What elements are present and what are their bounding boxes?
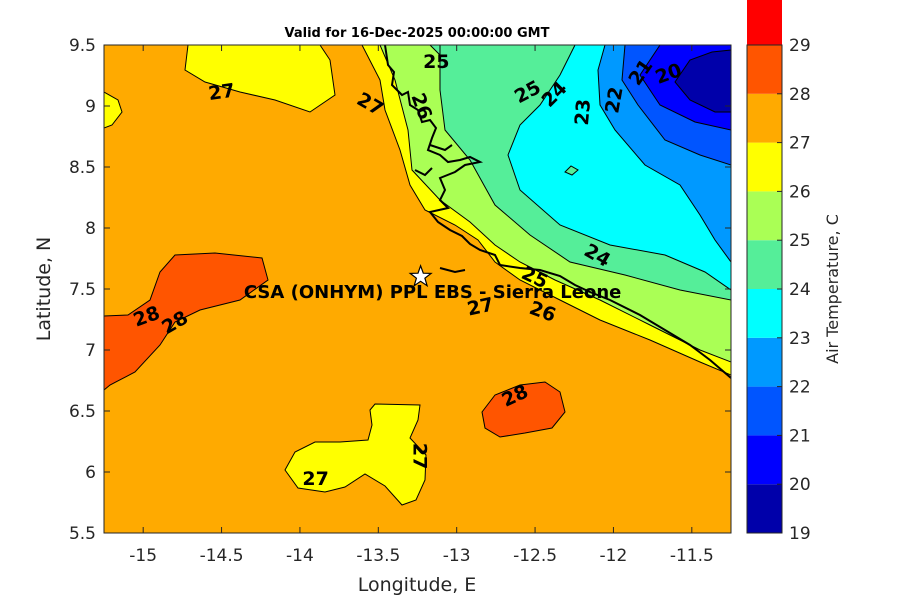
- x-tick-label: -11.5: [670, 546, 714, 566]
- region-19-20: [674, 49, 731, 113]
- x-tick-label: -14.5: [200, 546, 244, 566]
- x-axis: -15 -14.5 -14 -13.5 -13 -12.5 -12 -11.5: [129, 45, 714, 566]
- colorbar-swatch: [747, 337, 782, 387]
- y-tick-label: 7: [85, 341, 96, 361]
- colorbar-tick-label: 20: [789, 475, 811, 495]
- y-tick-label: 7.5: [69, 280, 96, 300]
- colorbar-tick-label: 28: [789, 85, 811, 105]
- contour-label: 27: [207, 80, 236, 105]
- colorbar-tick-label: 27: [789, 134, 811, 154]
- colorbar-tick-label: 21: [789, 426, 811, 446]
- y-axis: 5.5 6 6.5 7 7.5 8 8.5 9 9.5: [69, 36, 731, 544]
- y-tick-label: 6.5: [69, 402, 96, 422]
- colorbar-swatch: [747, 191, 782, 241]
- colorbar-tick-label: 22: [789, 378, 811, 398]
- site-label: CSA (ONHYM) PPL EBS - Sierra Leone: [244, 282, 621, 303]
- colorbar: 19 20 21 22 23 24 25 26 27 28 29: [746, 0, 811, 544]
- region-28-south: [481, 381, 566, 438]
- x-axis-label: Longitude, E: [358, 574, 477, 596]
- region-23-24-island: [564, 165, 579, 176]
- y-axis-label: Latitude, N: [33, 237, 55, 342]
- chart-title: Valid for 16-Dec-2025 00:00:00 GMT: [285, 26, 550, 41]
- x-tick-label: -12.5: [513, 546, 557, 566]
- colorbar-swatch: [747, 142, 782, 192]
- region-26-27-west: [104, 91, 123, 129]
- colorbar-tick-label: 23: [789, 329, 811, 349]
- contour-label: 22: [601, 85, 627, 115]
- coastline: [384, 45, 731, 379]
- y-tick-label: 6: [85, 463, 96, 483]
- site-star-marker: [408, 264, 433, 288]
- colorbar-swatch: [747, 240, 782, 289]
- colorbar-swatch: [747, 93, 782, 143]
- x-tick-label: -13: [443, 546, 471, 566]
- region-26-27-nw: [184, 45, 336, 113]
- y-tick-label: 8.5: [69, 158, 96, 178]
- colorbar-swatch: [747, 0, 782, 45]
- x-tick-label: -15: [129, 546, 157, 566]
- colorbar-swatch: [747, 484, 782, 533]
- y-tick-label: 9: [85, 97, 96, 117]
- site-annotation: CSA (ONHYM) PPL EBS - Sierra Leone: [244, 264, 621, 303]
- colorbar-swatch: [747, 386, 782, 436]
- y-tick-label: 5.5: [69, 524, 96, 544]
- y-tick-label: 8: [85, 219, 96, 239]
- contour-label: 27: [409, 443, 431, 469]
- x-tick-label: -14: [286, 546, 314, 566]
- region-28-west: [104, 252, 269, 391]
- colorbar-tick-label: 24: [789, 280, 811, 300]
- region-26-27-south: [284, 403, 427, 506]
- colorbar-tick-label: 26: [789, 182, 811, 202]
- colorbar-swatch: [747, 435, 782, 485]
- contour-label: 25: [423, 51, 449, 73]
- contour-label: 27: [465, 294, 495, 321]
- contour-label: 27: [302, 468, 328, 490]
- temperature-contours: [104, 45, 731, 533]
- colorbar-tick-label: 25: [789, 231, 811, 251]
- x-tick-label: -12: [600, 546, 628, 566]
- contour-label: 23: [571, 98, 595, 126]
- colorbar-swatch: [747, 289, 782, 338]
- colorbar-tick-label: 19: [789, 524, 811, 544]
- y-tick-label: 9.5: [69, 36, 96, 56]
- colorbar-tick-label: 29: [789, 36, 811, 56]
- colorbar-swatch: [747, 45, 782, 94]
- x-tick-label: -13.5: [356, 546, 400, 566]
- colorbar-label: Air Temperature, C: [823, 214, 842, 364]
